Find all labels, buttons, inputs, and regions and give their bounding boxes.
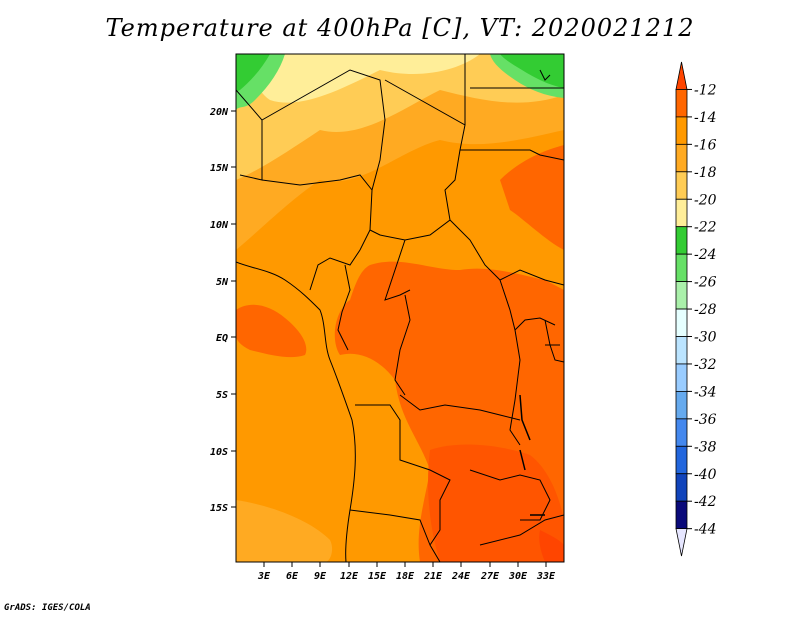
lon-tick-12e: 12E (340, 571, 359, 582)
colorbar-label: -24 (694, 247, 717, 263)
colorbar-label: -20 (694, 192, 717, 208)
colorbar-label: -26 (694, 275, 717, 291)
country-borders (236, 54, 564, 562)
colorbar-label: -32 (694, 357, 717, 373)
lon-tick-9e: 9E (314, 571, 327, 582)
lon-tick-6e: 6E (286, 571, 299, 582)
colorbar-band (675, 418, 688, 447)
colorbar-label: -12 (694, 82, 717, 98)
colorbar-band (675, 143, 688, 173)
colorbar-label: -22 (694, 220, 717, 236)
colorbar-label: -44 (694, 522, 717, 538)
lon-tick-27e: 27E (480, 571, 500, 582)
lon-tick-30e: 30E (508, 571, 528, 582)
colorbar-label: -38 (694, 439, 717, 455)
lon-tick-18e: 18E (396, 571, 415, 582)
colorbar-band (675, 500, 688, 530)
lat-axis: 20N 15N 10N 5N EQ 5S 10S 15S (209, 107, 236, 514)
lon-tick-3e: 3E (257, 571, 271, 582)
colorbar-label: -34 (694, 384, 717, 400)
map-title: Temperature at 400hPa [C], VT: 202002121… (105, 14, 695, 42)
lon-tick-15e: 15E (368, 571, 387, 582)
colorbar-band (675, 336, 688, 365)
colorbar-band (675, 253, 688, 282)
colorbar-band (675, 116, 688, 145)
colorbar-label: -36 (694, 412, 717, 428)
colorbar-label: -28 (694, 302, 717, 318)
colorbar-band (675, 89, 688, 118)
colorbar-label: -30 (694, 330, 717, 346)
colorbar-band (675, 226, 688, 255)
colorbar-band (675, 528, 688, 557)
colorbar-label: -40 (694, 467, 717, 483)
lat-tick-20n: 20N (209, 107, 229, 118)
colorbar-label: -18 (694, 165, 717, 181)
lon-tick-33e: 33E (536, 571, 556, 582)
lon-axis: 3E 6E 9E 12E 15E 18E 21E 24E 27E 30E 33E (257, 562, 556, 582)
credit-text: GrADS: IGES/COLA (4, 603, 91, 613)
lakes (519, 394, 545, 516)
colorbar-band (675, 281, 688, 310)
lat-tick-5n: 5N (216, 277, 229, 288)
colorbar-label: -14 (694, 110, 717, 126)
lon-tick-24e: 24E (451, 571, 471, 582)
colorbar-label: -42 (694, 494, 717, 510)
colorbar-label: -16 (694, 137, 717, 153)
colorbar-band (675, 61, 688, 90)
lat-tick-15s: 15S (210, 503, 228, 514)
lat-tick-5s: 5S (216, 390, 228, 401)
plot-frame (235, 53, 565, 563)
lon-tick-21e: 21E (423, 571, 443, 582)
lat-tick-10s: 10S (210, 447, 228, 458)
lat-tick-10n: 10N (210, 220, 229, 231)
lat-tick-eq: EQ (216, 333, 228, 344)
colorbar-band (675, 198, 688, 228)
colorbar-band (675, 363, 688, 392)
temperature-field (236, 54, 564, 562)
colorbar: -12 -14 -16 -18 -20 -22 -24 -26 -28 -30 -32 -34 -36 -… (675, 61, 717, 557)
colorbar-band (675, 473, 688, 502)
colorbar-band (675, 171, 688, 200)
colorbar-band (675, 308, 688, 337)
lat-tick-15n: 15N (210, 163, 229, 174)
colorbar-band (675, 445, 688, 475)
colorbar-band (675, 390, 688, 420)
